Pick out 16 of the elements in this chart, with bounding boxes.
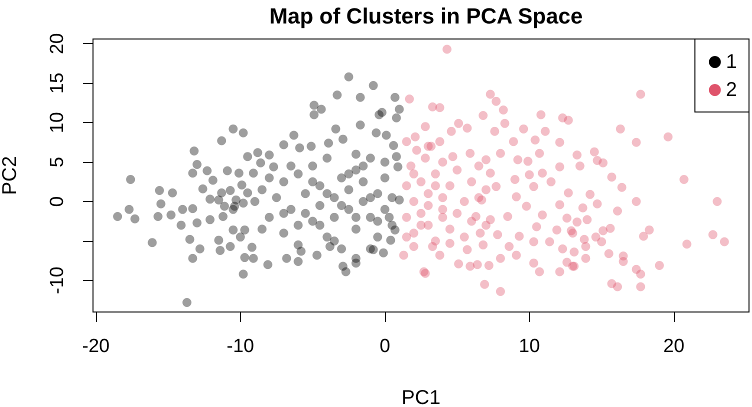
chart-title: Map of Clusters in PCA Space bbox=[269, 4, 583, 28]
y-tick-label: 15 bbox=[47, 72, 68, 94]
y-tick-label: 5 bbox=[47, 156, 68, 168]
x-tick-label: -10 bbox=[226, 336, 254, 357]
legend-label: 1 bbox=[726, 51, 737, 73]
y-tick-label: 20 bbox=[47, 33, 68, 54]
x-tick-label: 10 bbox=[518, 336, 540, 357]
x-axis-title: PC1 bbox=[402, 387, 440, 407]
y-tick-label: 10 bbox=[47, 112, 68, 134]
x-tick-label: 0 bbox=[380, 336, 390, 357]
y-tick-label: 0 bbox=[47, 196, 68, 207]
x-tick-label: 20 bbox=[663, 336, 684, 357]
y-axis-title: PC2 bbox=[0, 156, 21, 195]
y-tick-label: -10 bbox=[47, 266, 68, 294]
legend-label: 2 bbox=[726, 79, 737, 101]
x-tick-label: -20 bbox=[82, 336, 110, 357]
